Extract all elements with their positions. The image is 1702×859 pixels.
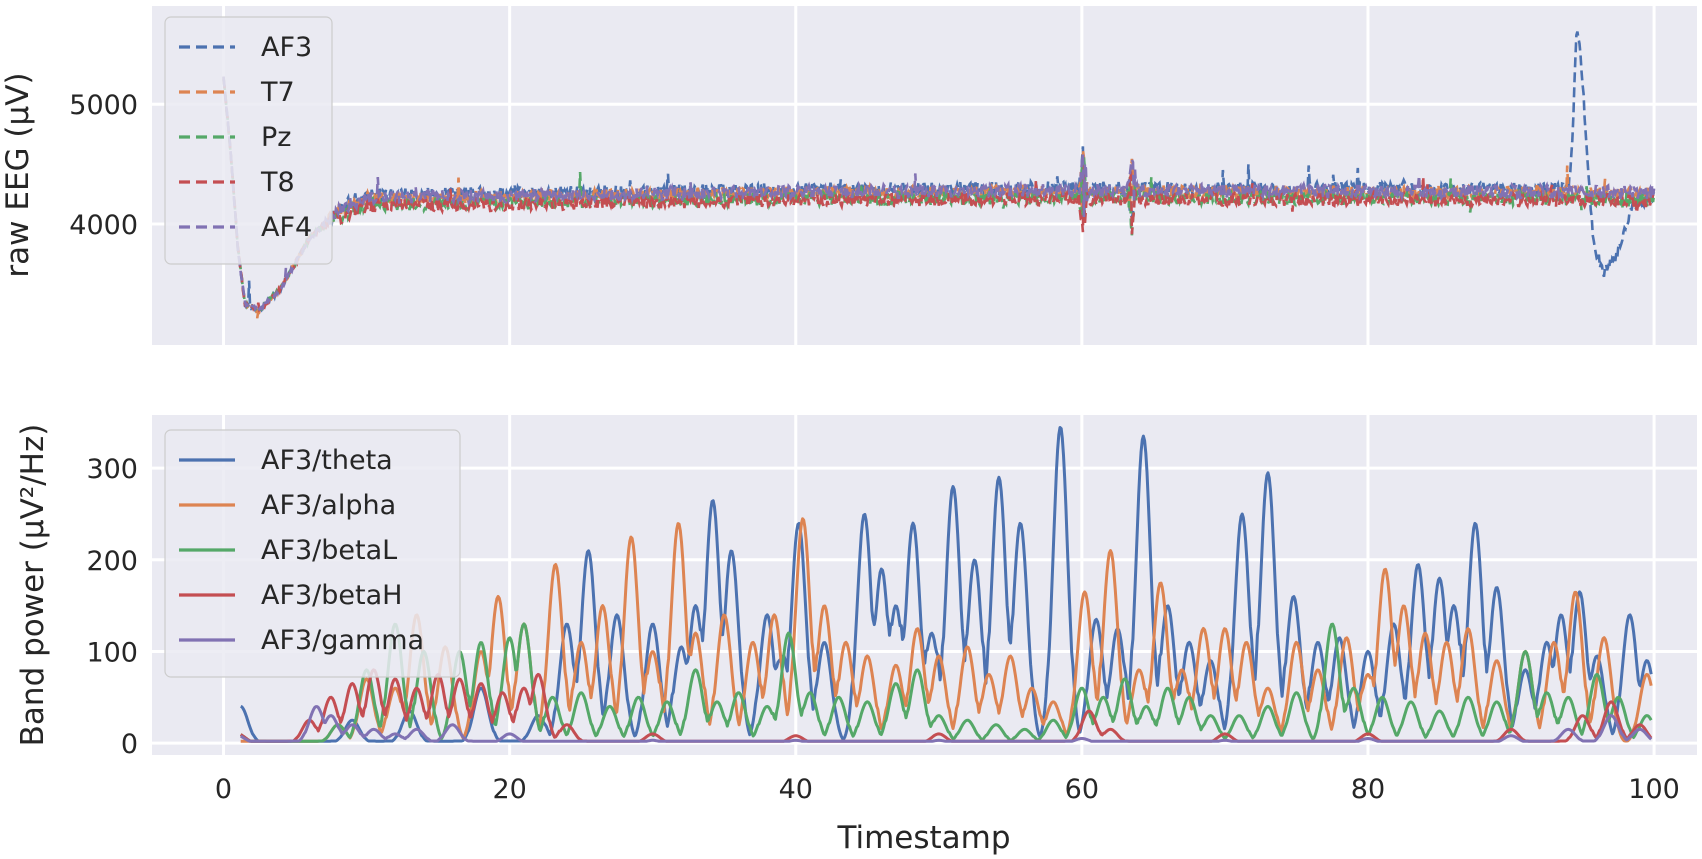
band-power-x-ticks: 0 20 40 60 80 100 bbox=[215, 774, 1680, 805]
raw-eeg-legend: AF3 T7 Pz T8 AF4 bbox=[164, 16, 333, 265]
band-power-y-ticks: 0 100 200 300 bbox=[86, 454, 138, 760]
legend-label: AF4 bbox=[261, 212, 312, 243]
y-tick-label: 4000 bbox=[69, 210, 138, 241]
legend-label: Pz bbox=[261, 122, 291, 153]
raw-eeg-plot-area bbox=[152, 6, 1697, 345]
legend-label: AF3 bbox=[261, 32, 312, 63]
series-line-af4 bbox=[222, 76, 1656, 316]
x-tick-label: 80 bbox=[1351, 774, 1385, 805]
legend-label: AF3/betaL bbox=[261, 535, 397, 566]
raw-eeg-y-ticks: 4000 5000 bbox=[69, 90, 138, 241]
legend-label: AF3/theta bbox=[261, 445, 393, 476]
legend-label: AF3/alpha bbox=[261, 490, 396, 521]
raw-eeg-grid bbox=[152, 6, 1697, 345]
raw-eeg-series bbox=[222, 31, 1656, 319]
y-tick-label: 200 bbox=[86, 546, 138, 577]
legend-frame bbox=[164, 429, 461, 678]
band-power-series bbox=[239, 426, 1653, 743]
series-line-t8 bbox=[222, 78, 1655, 313]
y-tick-label: 300 bbox=[86, 454, 138, 485]
legend-frame bbox=[164, 16, 333, 265]
legend-label: T8 bbox=[260, 167, 295, 198]
raw-eeg-panel: 4000 5000 raw EEG (µV) AF3 T7 Pz T8 AF4 bbox=[0, 6, 1697, 345]
band-power-legend: AF3/theta AF3/alpha AF3/betaL AF3/betaH AF3/… bbox=[164, 429, 461, 678]
x-axis-label: Timestamp bbox=[836, 820, 1010, 856]
x-tick-label: 60 bbox=[1065, 774, 1099, 805]
x-tick-label: 20 bbox=[492, 774, 526, 805]
x-tick-label: 100 bbox=[1628, 774, 1680, 805]
y-tick-label: 0 bbox=[121, 729, 138, 760]
y-tick-label: 100 bbox=[86, 637, 138, 668]
series-line-af3-gamma bbox=[240, 705, 1653, 743]
y-tick-label: 5000 bbox=[69, 90, 138, 121]
band-power-y-axis-label: Band power (µV²/Hz) bbox=[15, 424, 51, 747]
x-tick-label: 40 bbox=[779, 774, 813, 805]
series-line-af3-betal bbox=[239, 622, 1653, 743]
raw-eeg-y-axis-label: raw EEG (µV) bbox=[0, 72, 36, 277]
legend-label: T7 bbox=[260, 77, 295, 108]
legend-label: AF3/gamma bbox=[261, 625, 424, 656]
x-tick-label: 0 bbox=[215, 774, 232, 805]
band-power-panel: 0 100 200 300 0 20 40 60 80 100 Band power (µV²/… bbox=[15, 415, 1697, 856]
legend-label: AF3/betaH bbox=[261, 580, 402, 611]
